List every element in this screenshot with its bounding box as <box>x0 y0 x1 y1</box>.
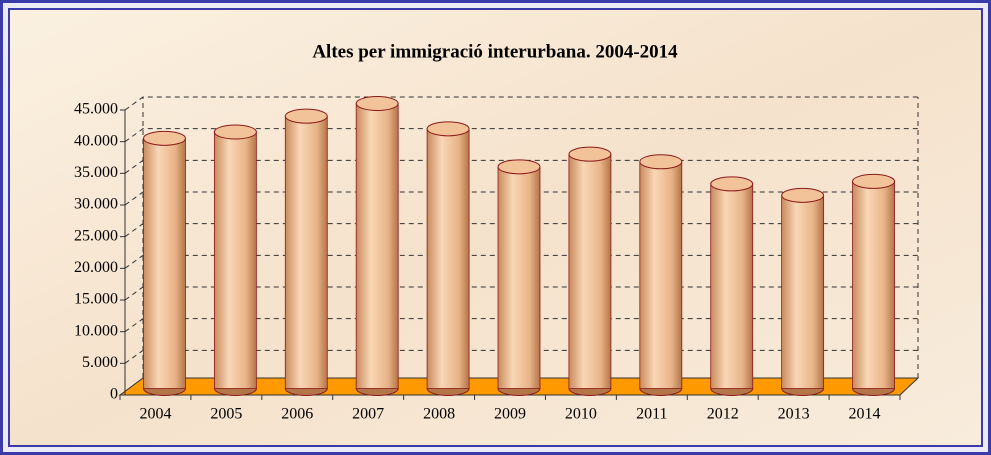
bar <box>356 104 398 389</box>
bar-top <box>356 97 398 111</box>
bar-top <box>214 125 256 139</box>
bar <box>640 162 682 389</box>
x-tick-label: 2009 <box>494 406 526 423</box>
bar-top <box>427 122 469 136</box>
bar <box>711 184 753 389</box>
bar <box>285 116 327 388</box>
chart: Altes per immigració interurbana. 2004-2… <box>0 0 991 455</box>
y-tick-label: 5.000 <box>82 354 118 371</box>
y-tick-label: 40.000 <box>74 132 118 149</box>
bar <box>782 195 824 388</box>
bar-top <box>498 160 540 174</box>
y-tick-label: 20.000 <box>74 259 118 276</box>
y-tick-label: 15.000 <box>74 291 118 308</box>
x-tick-label: 2014 <box>849 406 881 423</box>
x-tick-label: 2007 <box>352 406 384 423</box>
x-tick-label: 2010 <box>565 406 597 423</box>
y-tick-label: 35.000 <box>74 164 118 181</box>
bar-top <box>853 174 895 188</box>
y-tick-label: 25.000 <box>74 227 118 244</box>
x-tick-label: 2011 <box>636 406 667 423</box>
bar-top <box>711 177 753 191</box>
bar <box>143 138 185 388</box>
page: {"chart_data": {"type": "bar", "title": … <box>0 0 991 455</box>
bar <box>569 154 611 388</box>
bar-top <box>143 131 185 145</box>
x-tick-label: 2004 <box>139 406 171 423</box>
bar <box>214 132 256 389</box>
bar <box>853 181 895 388</box>
x-tick-label: 2006 <box>281 406 313 423</box>
bar <box>498 167 540 389</box>
bar <box>427 129 469 389</box>
x-tick-label: 2005 <box>210 406 242 423</box>
y-tick-label: 10.000 <box>74 322 118 339</box>
x-tick-label: 2013 <box>778 406 810 423</box>
bar-top <box>640 155 682 169</box>
x-tick-label: 2008 <box>423 406 455 423</box>
x-tick-label: 2012 <box>707 406 739 423</box>
y-tick-label: 0 <box>110 386 118 403</box>
bar-top <box>569 147 611 161</box>
bar-top <box>782 188 824 202</box>
y-tick-label: 45.000 <box>74 101 118 118</box>
bar-top <box>285 109 327 123</box>
chart-title: Altes per immigració interurbana. 2004-2… <box>312 41 678 62</box>
y-tick-label: 30.000 <box>74 196 118 213</box>
